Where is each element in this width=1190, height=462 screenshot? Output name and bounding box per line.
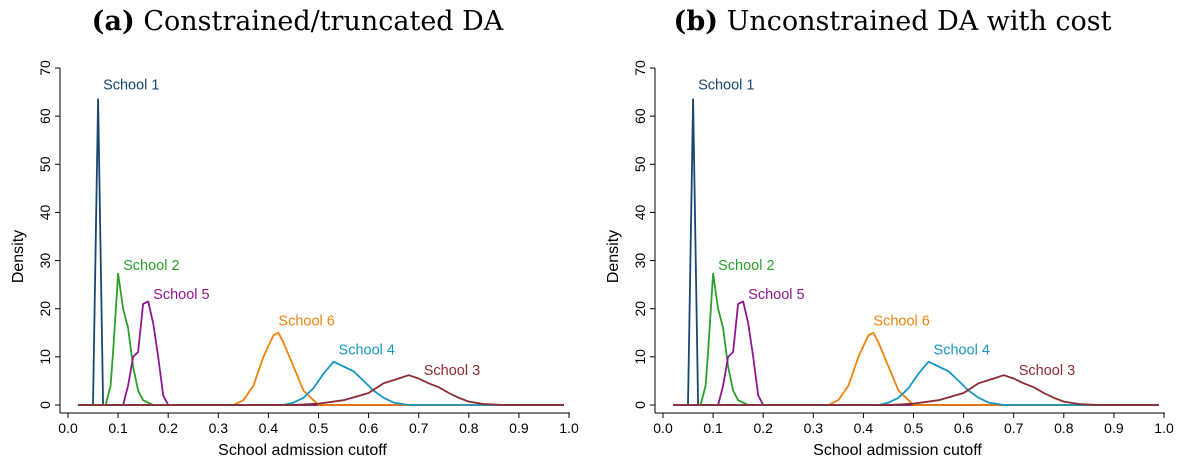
series-line-school-1	[673, 98, 1159, 406]
series-label: School 3	[424, 363, 480, 379]
y-tick-label: 30	[37, 253, 53, 269]
series-label: School 6	[873, 314, 929, 330]
series-label: School 1	[698, 78, 754, 94]
series-line-school-4	[78, 360, 564, 406]
chart-svg: 0.0 0.1 0.2 0.3 0.4 0.5 0.6 0.7 0.8 0.9 1.0 0 10 20 30…	[605, 60, 1174, 459]
x-tick-label: 0.5	[904, 420, 924, 436]
y-tick-label: 10	[37, 349, 53, 365]
series-label: School 2	[123, 258, 179, 274]
series-line-school-3	[673, 374, 1159, 406]
x-tick-label: 1.0	[1154, 420, 1174, 436]
y-tick-label: 40	[632, 204, 648, 220]
y-tick-label: 60	[37, 108, 53, 124]
x-axis-label: School admission cutoff	[218, 442, 387, 459]
y-tick-label: 50	[37, 156, 53, 172]
series-line-school-3	[78, 374, 564, 406]
panel-a: (a) Constrained/truncated DA 0.0 0.1 0.2 0.…	[0, 6, 595, 459]
x-tick-label: 0.0	[653, 420, 673, 436]
series-line-school-6	[673, 331, 1159, 406]
series-label: School 3	[1019, 363, 1075, 379]
chart-svg: 0.0 0.1 0.2 0.3 0.4 0.5 0.6 0.7 0.8 0.9 1.0 0 10 20 30…	[10, 60, 579, 459]
series-line-school-4	[673, 360, 1159, 406]
series-label: School 1	[103, 78, 159, 94]
y-tick-label: 20	[37, 301, 53, 317]
x-tick-label: 0.1	[703, 420, 723, 436]
y-tick-label: 30	[632, 253, 648, 269]
x-tick-label: 0.8	[459, 420, 479, 436]
series-line-school-5	[78, 300, 564, 406]
series-line-school-1	[78, 98, 564, 406]
y-tick-label: 50	[632, 156, 648, 172]
x-tick-label: 0.6	[954, 420, 974, 436]
series-label: School 5	[153, 287, 209, 303]
x-tick-label: 0.4	[854, 420, 874, 436]
chart-title: Unconstrained DA with cost	[726, 6, 1112, 37]
y-tick-label: 0	[632, 401, 648, 409]
y-tick-label: 0	[37, 401, 53, 409]
x-tick-label: 0.7	[1004, 420, 1024, 436]
series-label: School 4	[339, 342, 395, 358]
y-tick-label: 20	[632, 301, 648, 317]
x-tick-label: 0.5	[309, 420, 329, 436]
x-tick-label: 0.9	[1104, 420, 1124, 436]
x-tick-label: 1.0	[559, 420, 579, 436]
series-line-school-2	[78, 272, 564, 406]
x-tick-label: 0.9	[509, 420, 529, 436]
panel-title: (a) Constrained/truncated DA	[0, 6, 595, 37]
series-label: School 2	[718, 258, 774, 274]
y-axis-label: Density	[10, 230, 27, 283]
x-tick-label: 0.7	[409, 420, 429, 436]
panel-tag: (b)	[673, 6, 718, 37]
panel-title: (b) Unconstrained DA with cost	[595, 6, 1190, 37]
x-tick-label: 0.4	[259, 420, 279, 436]
x-tick-label: 0.8	[1054, 420, 1074, 436]
series-label: School 5	[748, 287, 804, 303]
x-tick-label: 0.3	[209, 420, 229, 436]
chart-title: Constrained/truncated DA	[143, 6, 504, 37]
panel-tag: (a)	[91, 6, 135, 37]
y-axis-label: Density	[605, 230, 622, 283]
series-label: School 6	[278, 314, 334, 330]
series-line-school-2	[673, 272, 1159, 406]
y-tick-label: 40	[37, 204, 53, 220]
x-tick-label: 0.3	[804, 420, 824, 436]
series-line-school-5	[673, 300, 1159, 406]
x-tick-label: 0.6	[359, 420, 379, 436]
y-tick-label: 60	[632, 108, 648, 124]
x-tick-label: 0.1	[108, 420, 128, 436]
x-tick-label: 0.2	[158, 420, 178, 436]
x-tick-label: 0.2	[753, 420, 773, 436]
series-line-school-6	[78, 331, 564, 406]
y-tick-label: 70	[37, 60, 53, 76]
y-tick-label: 70	[632, 60, 648, 76]
x-tick-label: 0.0	[58, 420, 78, 436]
y-tick-label: 10	[632, 349, 648, 365]
x-axis-label: School admission cutoff	[813, 442, 982, 459]
series-label: School 4	[934, 342, 990, 358]
panel-b: (b) Unconstrained DA with cost 0.0 0.1 0.2…	[595, 0, 1190, 462]
